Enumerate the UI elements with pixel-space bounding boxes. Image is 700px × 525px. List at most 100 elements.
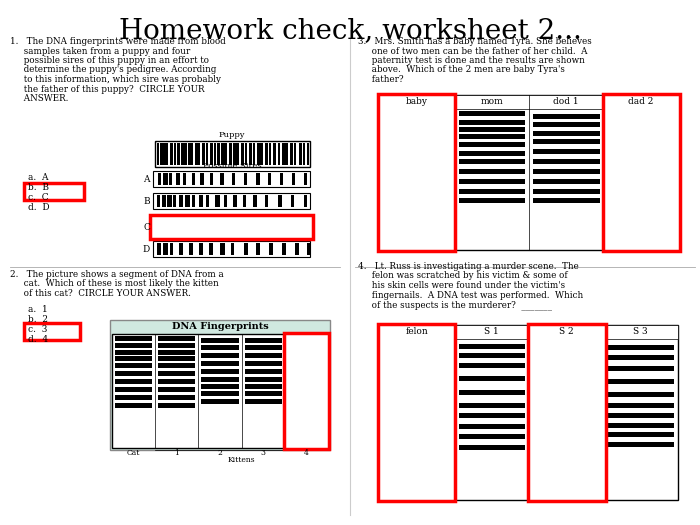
Text: dod 1: dod 1 [554, 98, 579, 107]
Bar [202, 361, 239, 366]
Bar [458, 434, 525, 439]
Bar [458, 391, 525, 395]
Bar [115, 356, 152, 361]
Bar [528, 324, 606, 501]
Bar [458, 159, 525, 164]
Bar [533, 159, 599, 164]
Bar [533, 178, 599, 184]
Bar [153, 193, 310, 209]
Bar [286, 221, 288, 233]
Text: dad 2: dad 2 [628, 98, 653, 107]
Bar [286, 143, 288, 165]
Bar [199, 195, 203, 207]
Text: 1.   The DNA fingerprints were made from blood: 1. The DNA fingerprints were made from b… [10, 37, 225, 46]
Text: father?: father? [358, 75, 404, 84]
Bar [384, 413, 451, 418]
Bar [269, 143, 271, 165]
Bar [214, 143, 216, 165]
Bar [533, 424, 599, 429]
Bar [384, 120, 451, 124]
Bar [169, 173, 172, 185]
Bar [608, 392, 674, 397]
Bar [220, 173, 224, 185]
Text: possible sires of this puppy in an effort to: possible sires of this puppy in an effor… [10, 56, 209, 65]
Bar [115, 363, 152, 368]
Bar [202, 345, 239, 350]
Bar [288, 350, 325, 354]
Bar [378, 94, 454, 251]
Bar [206, 221, 208, 233]
Bar [191, 143, 193, 165]
Bar [233, 221, 237, 233]
Bar [458, 111, 525, 116]
Bar [533, 169, 599, 174]
Bar [220, 243, 225, 255]
Text: 3: 3 [260, 449, 266, 457]
Bar [273, 143, 276, 165]
Bar [608, 136, 674, 141]
Text: his skin cells were found under the victim's: his skin cells were found under the vict… [358, 281, 565, 290]
Bar [608, 423, 674, 427]
Bar [225, 221, 227, 233]
Bar [215, 195, 220, 207]
Bar [458, 344, 525, 349]
Bar [210, 173, 213, 185]
Bar [533, 413, 599, 418]
Bar [157, 195, 160, 207]
Bar [115, 336, 152, 341]
Bar [221, 221, 225, 233]
Bar [608, 183, 674, 188]
Bar [299, 143, 302, 165]
Bar [533, 434, 599, 439]
Bar [195, 143, 199, 165]
Bar [244, 338, 282, 343]
Bar [384, 340, 451, 345]
Bar [198, 143, 200, 165]
Bar [307, 143, 309, 165]
Bar [533, 198, 599, 204]
Text: ANSWER.: ANSWER. [10, 94, 69, 103]
Bar [384, 376, 451, 381]
Bar [115, 371, 152, 376]
Bar [282, 221, 286, 233]
Bar [458, 188, 525, 194]
Bar [288, 336, 325, 341]
Bar [458, 120, 525, 124]
Bar [608, 127, 674, 132]
Bar [380, 95, 678, 250]
Bar [384, 445, 451, 450]
Bar [192, 195, 195, 207]
Bar [608, 345, 674, 350]
Bar [533, 387, 599, 392]
Bar [202, 398, 239, 404]
Text: D: D [143, 245, 150, 254]
Bar [303, 143, 305, 165]
Bar [533, 400, 599, 405]
Bar [202, 377, 239, 382]
Bar [244, 353, 282, 358]
Bar [265, 221, 268, 233]
Text: 2: 2 [218, 449, 223, 457]
Bar [150, 215, 313, 239]
Bar [229, 143, 232, 165]
Bar [160, 143, 163, 165]
Bar [214, 221, 216, 233]
Bar [290, 143, 293, 165]
Bar [183, 173, 186, 185]
Text: Kittens: Kittens [228, 456, 256, 464]
Bar [237, 143, 239, 165]
Bar [284, 333, 329, 449]
Bar [170, 243, 173, 255]
Text: d.  4: d. 4 [28, 335, 48, 344]
Bar [458, 424, 525, 429]
Bar [384, 172, 451, 177]
Bar [458, 413, 525, 418]
Text: of this cat?  CIRCLE YOUR ANSWER.: of this cat? CIRCLE YOUR ANSWER. [10, 289, 191, 298]
Bar [244, 384, 282, 388]
Bar [231, 243, 234, 255]
Bar [192, 173, 195, 185]
Bar [608, 120, 674, 124]
Bar [384, 127, 451, 132]
Bar [608, 379, 674, 384]
Bar [608, 193, 674, 198]
